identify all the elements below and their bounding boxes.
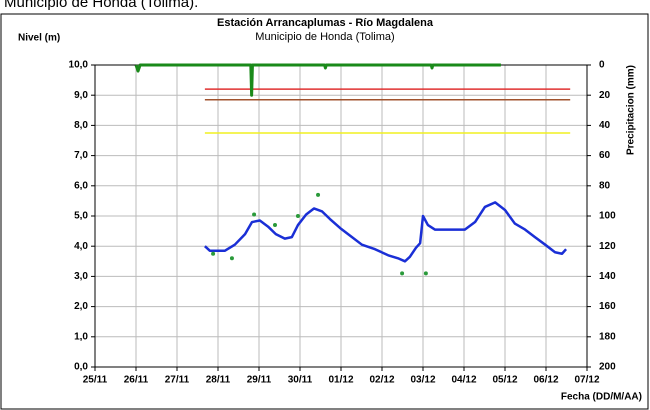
y-tick-label: 1,0 — [74, 331, 88, 342]
y-tick-label: 3,0 — [74, 271, 88, 282]
y-tick-label: 0,0 — [74, 362, 88, 373]
scatter-point — [400, 271, 405, 276]
y-tick-label: 6,0 — [74, 180, 88, 191]
y-axis-label: Nivel (m) — [18, 33, 60, 44]
x-tick-label: 01/12 — [328, 375, 353, 386]
y2-tick-label: 200 — [599, 362, 616, 373]
y2-tick-label: 180 — [599, 331, 616, 342]
x-tick-label: 07/12 — [574, 375, 599, 386]
y-tick-label: 10,0 — [69, 60, 89, 71]
scatter-point — [272, 223, 277, 228]
y2-axis-label: Precipitacion (mm) — [626, 65, 637, 155]
x-tick-label: 04/12 — [451, 375, 476, 386]
y2-tick-label: 0 — [599, 60, 605, 71]
chart-frame — [0, 13, 649, 410]
x-tick-label: 28/11 — [206, 375, 231, 386]
x-tick-label: 27/11 — [165, 375, 190, 386]
x-tick-label: 25/11 — [83, 375, 108, 386]
x-axis-label: Fecha (DD/M/AA) — [561, 392, 642, 403]
series-line — [134, 63, 501, 97]
scatter-point — [316, 192, 321, 197]
y-tick-label: 7,0 — [74, 150, 88, 161]
chart-title: Estación Arrancaplumas - Río Magdalena — [217, 17, 434, 29]
scatter-point — [252, 212, 257, 217]
y2-tick-label: 140 — [599, 271, 616, 282]
y2-tick-label: 100 — [599, 211, 616, 222]
scatter-point — [211, 251, 216, 256]
x-tick-label: 29/11 — [247, 375, 272, 386]
y-tick-label: 4,0 — [74, 241, 88, 252]
x-tick-label: 03/12 — [410, 375, 435, 386]
series-line — [204, 201, 568, 263]
y2-tick-label: 40 — [599, 120, 611, 131]
x-tick-label: 02/12 — [369, 375, 394, 386]
header-fragment: Municipio de Honda (Tolima). — [4, 0, 198, 11]
scatter-point — [295, 214, 300, 218]
x-tick-label: 26/11 — [124, 375, 149, 386]
y2-tick-label: 60 — [599, 150, 611, 161]
scatter-point — [229, 256, 234, 261]
scatter-point — [423, 271, 428, 276]
x-tick-label: 30/11 — [288, 375, 313, 386]
y2-tick-label: 160 — [599, 301, 616, 312]
y-tick-label: 8,0 — [74, 120, 88, 131]
x-tick-label: 05/12 — [492, 375, 517, 386]
y-tick-label: 5,0 — [74, 211, 88, 222]
x-tick-label: 06/12 — [533, 375, 558, 386]
y2-tick-label: 80 — [599, 180, 611, 191]
y-tick-label: 2,0 — [74, 301, 88, 312]
y2-tick-label: 20 — [599, 90, 611, 101]
y-tick-label: 9,0 — [74, 90, 88, 101]
chart-subtitle: Municipio de Honda (Tolima) — [255, 31, 394, 43]
y2-tick-label: 120 — [599, 241, 616, 252]
